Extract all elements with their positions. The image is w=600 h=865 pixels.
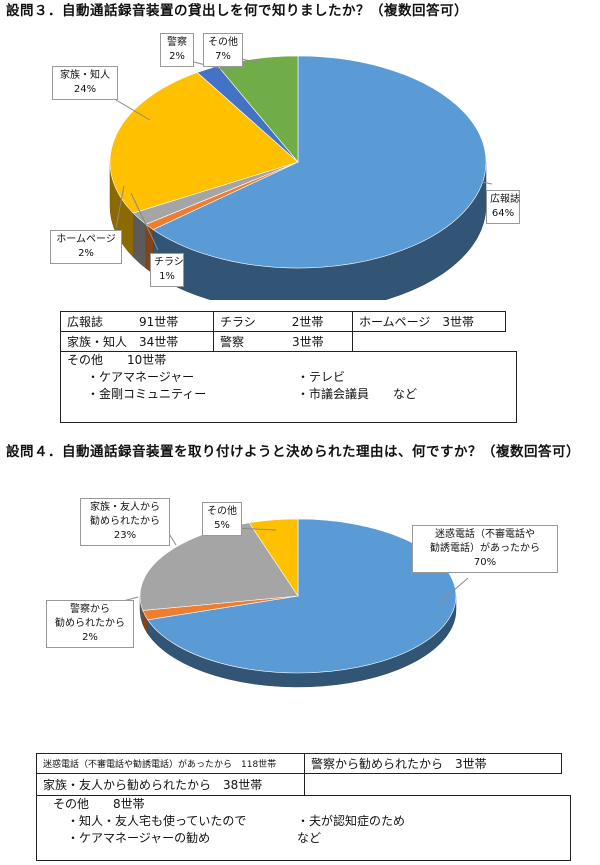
q3-callout-kazoku: 家族・知人 24% (52, 66, 118, 100)
q3-summary-table: 広報誌 91世帯 チラシ 2世帯 ホームページ 3世帯 家族・知人 34世帯 警… (60, 311, 506, 352)
q4-summary-table: 迷惑電話（不審電話や勧誘電話）があったから 118世帯 警察から勧められたから … (36, 753, 562, 796)
q4-count-meiwaku: 迷惑電話（不審電話や勧誘電話）があったから 118世帯 (36, 753, 305, 774)
q4-callout-meiwaku: 迷惑電話（不審電話や 勧誘電話）があったから 70% (412, 525, 558, 573)
q4-other-notes: その他 8世帯 ・知人・友人宅も使っていたので ・夫が認知症のため ・ケアマネー… (36, 795, 571, 861)
q4-callout-kazoku: 家族・友人から 勧められたから 23% (80, 498, 170, 546)
q3-callout-keisatsu: 警察 2% (160, 33, 194, 67)
q4-other-head: その他 8世帯 (53, 797, 145, 811)
q4-slice-side (142, 610, 148, 635)
q4-other-item: など (297, 831, 322, 845)
q3-callout-kohoshi: 広報誌 64% (486, 190, 520, 224)
q3-other-item: ・金剛コミュニティー (87, 387, 207, 401)
q3-callout-sonota: その他 7% (203, 33, 243, 67)
q3-count-keisatsu: 警察 3世帯 (213, 331, 353, 352)
q3-slice (152, 55, 487, 269)
q3-callout-chirashi: チラシ 1% (150, 253, 184, 287)
q4-other-item: ・夫が認知症のため (297, 814, 406, 828)
q3-other-notes: その他 10世帯 ・ケアマネージャー ・テレビ ・金剛コミュニティー ・市議会議… (60, 351, 517, 423)
q4-title: 設問４．自動通話録音装置を取り付けようと決められた理由は、何ですか？（複数回答可… (6, 444, 580, 460)
q4-other-item: ・ケアマネージャーの勧め (67, 831, 211, 845)
q3-count-chirashi: チラシ 2世帯 (213, 311, 353, 332)
q3-other-item: ・市議会議員 など (297, 387, 418, 401)
q3-count-homepage: ホームページ 3世帯 (352, 311, 506, 332)
q4-slice (142, 595, 299, 621)
q4-count-keisatsu: 警察から勧められたから 3世帯 (304, 753, 562, 774)
q4-callout-sonota: その他 5% (202, 502, 242, 536)
q4-count-kazoku: 家族・友人から勧められたから 38世帯 (36, 773, 305, 796)
q3-title: 設問３．自動通話録音装置の貸出しを何で知りましたか？（複数回答可） (6, 3, 468, 19)
q3-callout-homepage: ホームページ 2% (50, 230, 122, 264)
q4-other-item: ・知人・友人宅も使っていたので (67, 814, 247, 828)
q3-count-kazoku: 家族・知人 34世帯 (60, 331, 214, 352)
q3-other-item: ・テレビ (297, 370, 346, 384)
q3-pie-chart (109, 55, 493, 300)
q4-slice-side (147, 595, 457, 688)
q3-slice (109, 72, 299, 214)
q4-callout-keisatsu: 警察から 勧められたから 2% (46, 600, 134, 648)
q3-other-head: その他 10世帯 (67, 353, 167, 367)
q4-slice (147, 518, 457, 674)
q3-other-item: ・ケアマネージャー (87, 370, 195, 384)
q4-slice-side (139, 595, 144, 625)
q3-count-kohoshi: 広報誌 91世帯 (60, 311, 214, 332)
q4-slice (248, 518, 299, 597)
